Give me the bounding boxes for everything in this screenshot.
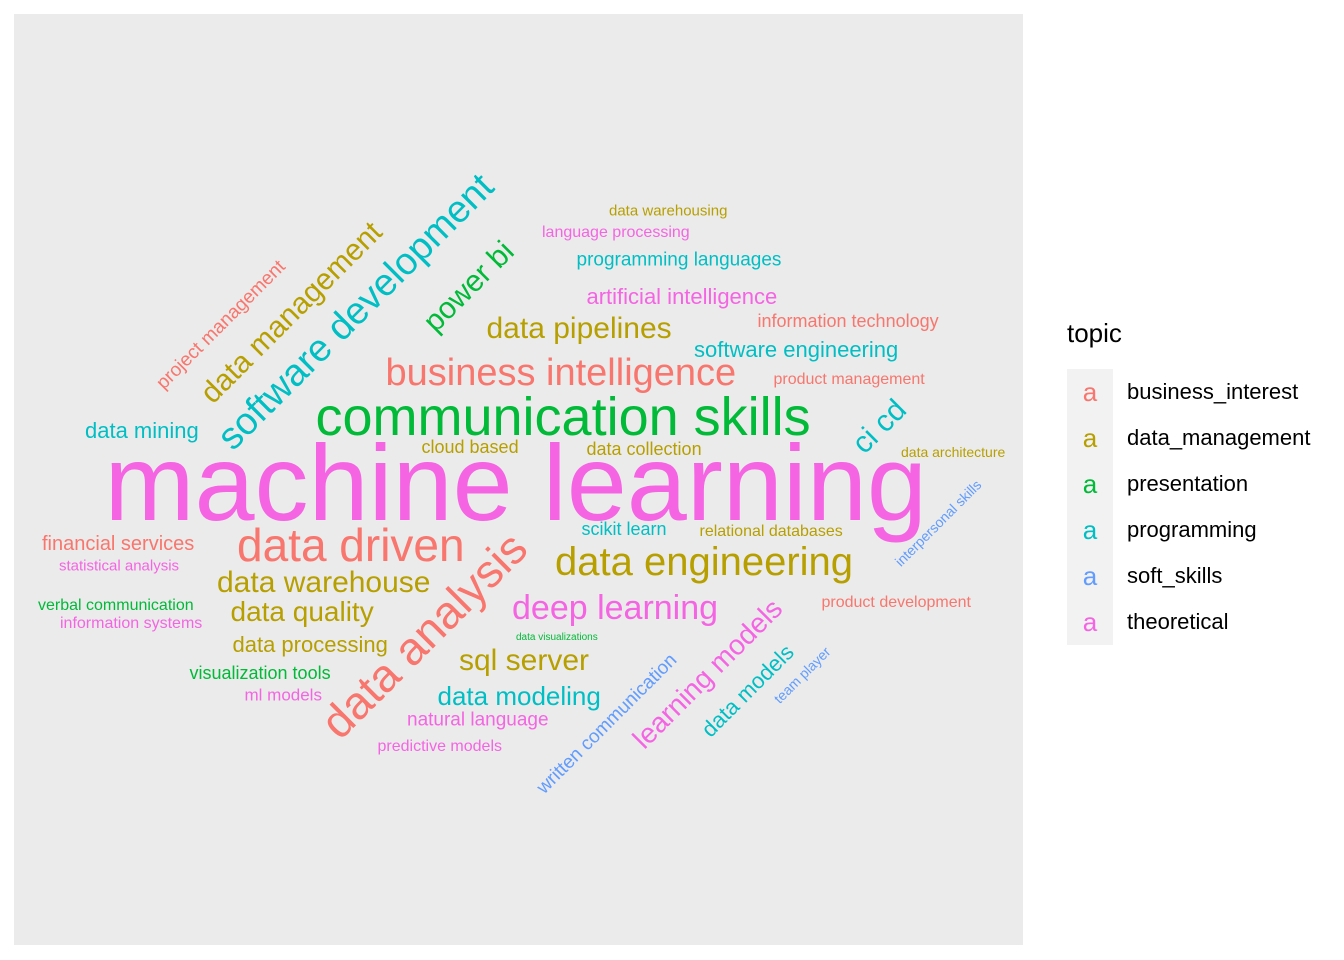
legend-label: soft_skills: [1127, 563, 1223, 588]
word-relational-databases: relational databases: [699, 523, 843, 540]
legend-item-business_interest: a business_interest: [1067, 369, 1337, 415]
legend-title: topic: [1067, 318, 1122, 348]
plot-panel: [14, 14, 1023, 945]
word-business-intelligence: business intelligence: [385, 352, 737, 394]
word-artificial-intelligence: artificial intelligence: [586, 284, 778, 309]
legend-label: theoretical: [1127, 609, 1229, 634]
legend-label: programming: [1127, 517, 1257, 542]
word-language-processing: language processing: [542, 224, 690, 241]
word-data-architecture: data architecture: [901, 444, 1006, 460]
word-software-engineering: software engineering: [694, 337, 899, 362]
legend-key-glyph: a: [1082, 469, 1098, 499]
word-product-management: product management: [773, 371, 925, 388]
word-communication-skills: communication skills: [315, 387, 811, 447]
word-ml-models: ml models: [244, 685, 322, 705]
word-scikit-learn: scikit learn: [581, 519, 667, 539]
legend-label: business_interest: [1127, 379, 1299, 404]
word-data-warehousing: data warehousing: [609, 202, 728, 220]
word-data-warehouse: data warehouse: [217, 566, 431, 599]
word-data-mining: data mining: [85, 418, 199, 443]
legend-key-glyph: a: [1082, 561, 1098, 591]
legend-key-glyph: a: [1082, 607, 1098, 637]
word-data-pipelines: data pipelines: [486, 312, 672, 345]
word-cloud-based: cloud based: [421, 437, 519, 457]
word-product-development: product development: [821, 594, 971, 611]
word-predictive-models: predictive models: [377, 738, 503, 755]
legend: topic a business_interest a data_management…: [1067, 318, 1337, 645]
legend-key-glyph: a: [1082, 377, 1098, 407]
word-data-processing: data processing: [232, 632, 388, 657]
legend-key-background: [1067, 369, 1113, 645]
word-programming-languages: programming languages: [576, 249, 782, 271]
legend-key-glyph: a: [1082, 515, 1098, 545]
word-deep-learning: deep learning: [512, 589, 719, 627]
word-visualization-tools: visualization tools: [189, 663, 331, 683]
word-data-engineering: data engineering: [555, 540, 854, 584]
word-natural-language: natural language: [407, 709, 549, 731]
legend-key-glyph: a: [1082, 423, 1098, 453]
word-verbal-communication: verbal communication: [38, 597, 194, 614]
legend-item-theoretical: a theoretical: [1067, 599, 1337, 645]
word-information-systems: information systems: [60, 615, 203, 632]
legend-label: data_management: [1127, 425, 1311, 450]
word-data-driven: data driven: [237, 519, 465, 571]
legend-item-soft_skills: a soft_skills: [1067, 553, 1337, 599]
word-statistical-analysis: statistical analysis: [59, 557, 180, 575]
word-data-collection: data collection: [586, 439, 702, 459]
word-sql-server: sql server: [459, 644, 590, 677]
legend-item-programming: a programming: [1067, 507, 1337, 553]
word-data-modeling: data modeling: [437, 681, 601, 711]
word-machine-learning: machine learning: [104, 422, 928, 543]
legend-item-data_management: a data_management: [1067, 415, 1337, 461]
word-data-quality: data quality: [230, 596, 374, 627]
word-information-technology: information technology: [757, 311, 939, 331]
legend-item-presentation: a presentation: [1067, 461, 1337, 507]
legend-label: presentation: [1127, 471, 1249, 496]
word-data-visualizations: data visualizations: [516, 632, 598, 643]
word-financial-services: financial services: [42, 533, 195, 555]
